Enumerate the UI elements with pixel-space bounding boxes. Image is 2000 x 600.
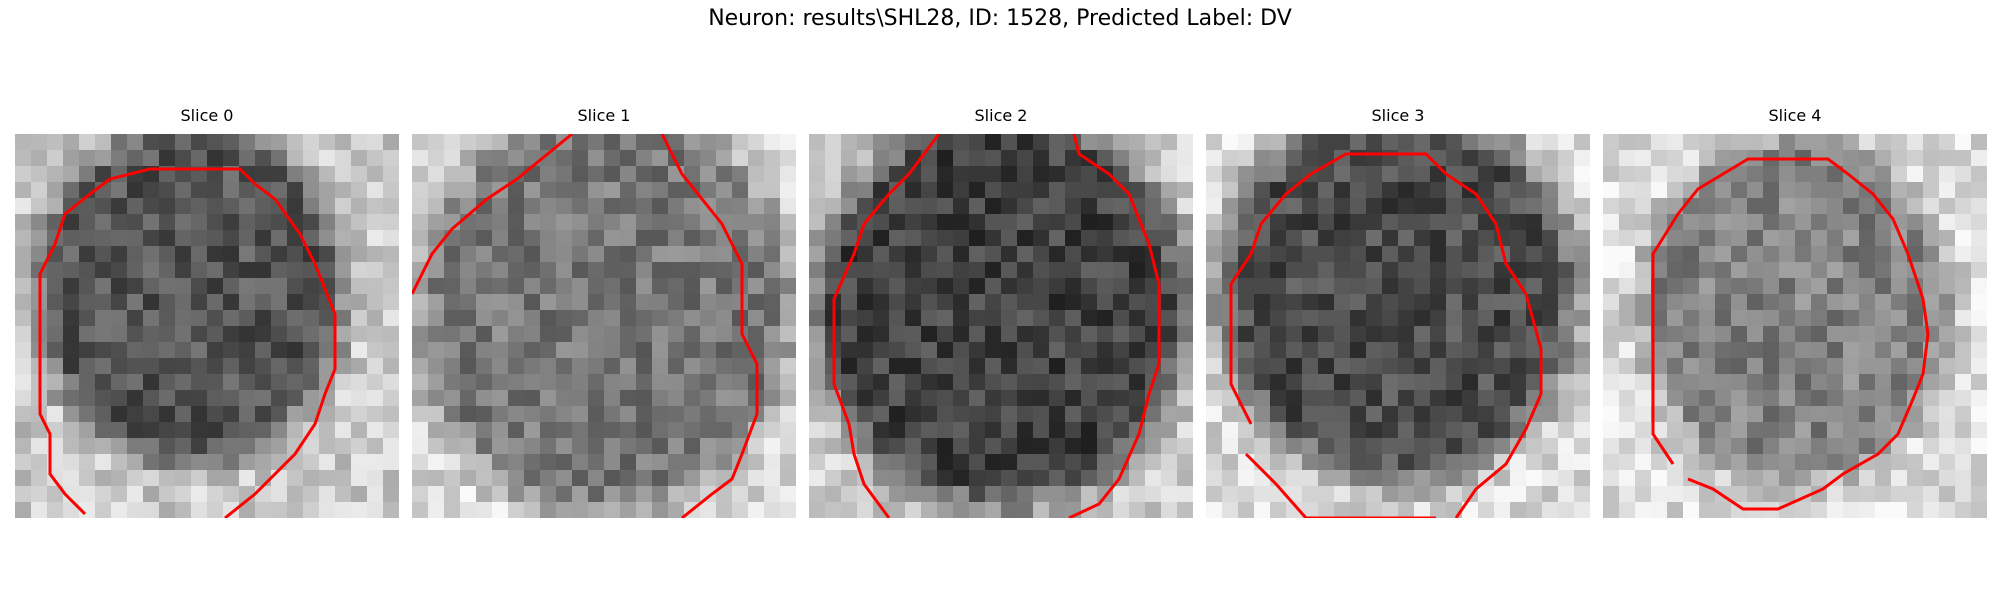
slice-title: Slice 2 (974, 106, 1028, 125)
contour-outline (38, 167, 337, 518)
contour-outline (1229, 152, 1543, 518)
slice-title: Slice 1 (577, 106, 631, 125)
slice-title: Slice 3 (1371, 106, 1425, 125)
contour-outline (1244, 452, 1436, 518)
slice-image (1206, 134, 1590, 518)
contour-outline (1651, 157, 1930, 511)
contour-outline (412, 134, 573, 295)
contour-outline (1068, 134, 1161, 518)
slice-title: Slice 4 (1768, 106, 1822, 125)
slice-image (809, 134, 1193, 518)
slice-image (15, 134, 399, 518)
slice-image (412, 134, 796, 518)
contour-outline (660, 134, 759, 518)
contour-outline (832, 134, 941, 518)
slice-image (1603, 134, 1987, 518)
slice-title: Slice 0 (180, 106, 234, 125)
figure-title: Neuron: results\SHL28, ID: 1528, Predict… (708, 6, 1292, 31)
